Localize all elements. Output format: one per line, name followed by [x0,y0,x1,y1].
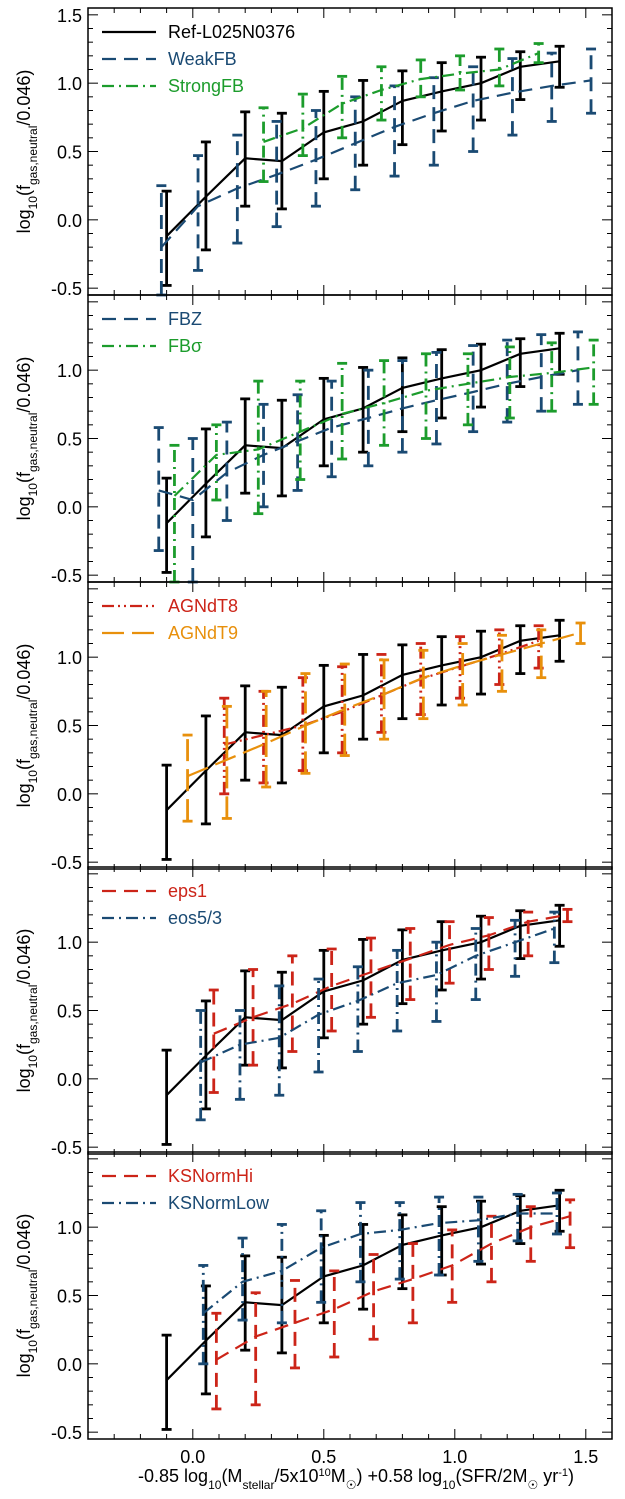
legend-label: AGNdT8 [168,596,238,616]
y-tick-label: 0.5 [57,1002,82,1022]
y-axis-label: log10(fgas,neutral/0.046) [14,929,40,1093]
legend-label: FBZ [168,309,202,329]
panel-2: -0.5 0.0 0.5 1.0 log10(fgas,neutral/0.046) FB… [14,295,612,586]
legend-label: WeakFB [168,49,237,69]
x-tick-label: 1.5 [573,1447,598,1467]
y-tick-label: 0.0 [57,211,82,231]
x-tick-label: 1.0 [442,1447,467,1467]
y-tick-label: 0.0 [57,1355,82,1375]
y-tick-label: 0.0 [57,785,82,805]
legend-label: StrongFB [168,76,244,96]
y-axis-label: log10(fgas,neutral/0.046) [14,70,40,234]
y-tick-label: 1.5 [57,6,82,26]
y-axis-label: log10(fgas,neutral/0.046) [14,1214,40,1378]
y-tick-label: 0.5 [57,717,82,737]
legend-label: eps1 [168,881,207,901]
y-tick-label: 0.5 [57,430,82,450]
chart-panels: -0.5 0.0 0.5 1.0 1.5 log10(fgas,neutral/0.046… [14,6,612,1467]
series-agndt9 [183,623,586,821]
series-reference [162,1190,565,1429]
y-tick-label: 1.0 [57,361,82,381]
panel-1: -0.5 0.0 0.5 1.0 1.5 log10(fgas,neutral/0.046… [14,6,612,299]
legend-label: AGNdT9 [168,623,238,643]
y-axis-label: log10(fgas,neutral/0.046) [14,644,40,808]
series-line [161,80,591,247]
y-tick-label: 1.0 [57,933,82,953]
series-eos5-3 [196,912,560,1120]
y-tick-label: 0.5 [57,143,82,163]
series-line [203,1214,557,1314]
y-axis-label: log10(fgas,neutral/0.046) [14,357,40,521]
x-axis-label: -0.85 log10(Mstellar/5x1010M☉) +0.58 log… [138,1466,574,1492]
legend-label: Ref-L025N0376 [168,22,295,42]
legend-label: eos5/3 [168,908,222,928]
legend-label: FBσ [168,336,202,356]
y-tick-label: -0.5 [51,566,82,586]
y-tick-label: -0.5 [51,1423,82,1443]
series-ksnormlow [198,1193,562,1364]
series-fbz [154,332,583,582]
series-reference [162,620,565,859]
series-fb- [169,340,598,582]
y-tick-label: -0.5 [51,853,82,873]
series-reference [162,333,565,572]
y-tick-label: 0.0 [57,498,82,518]
y-tick-label: -0.5 [51,1138,82,1158]
x-tick-label: 0.0 [180,1447,205,1467]
series-reference [162,905,565,1144]
y-tick-label: 0.0 [57,1070,82,1090]
panel-3: -0.5 0.0 0.5 1.0 log10(fgas,neutral/0.046) AG… [14,582,612,873]
y-tick-label: 1.0 [57,648,82,668]
y-tick-label: 0.5 [57,1287,82,1307]
series-eps1 [209,909,573,1092]
x-tick-label: 0.5 [311,1447,336,1467]
y-tick-label: -0.5 [51,279,82,299]
y-tick-label: 1.0 [57,74,82,94]
legend-label: KSNormLow [168,1193,270,1213]
panel-5: -0.5 0.0 0.5 1.0 log10(fgas,neutral/0.046) KS… [14,1152,612,1443]
panel-4: -0.5 0.0 0.5 1.0 log10(fgas,neutral/0.046) ep… [14,867,612,1158]
legend-label: KSNormHi [168,1166,253,1186]
y-tick-label: 1.0 [57,1218,82,1238]
